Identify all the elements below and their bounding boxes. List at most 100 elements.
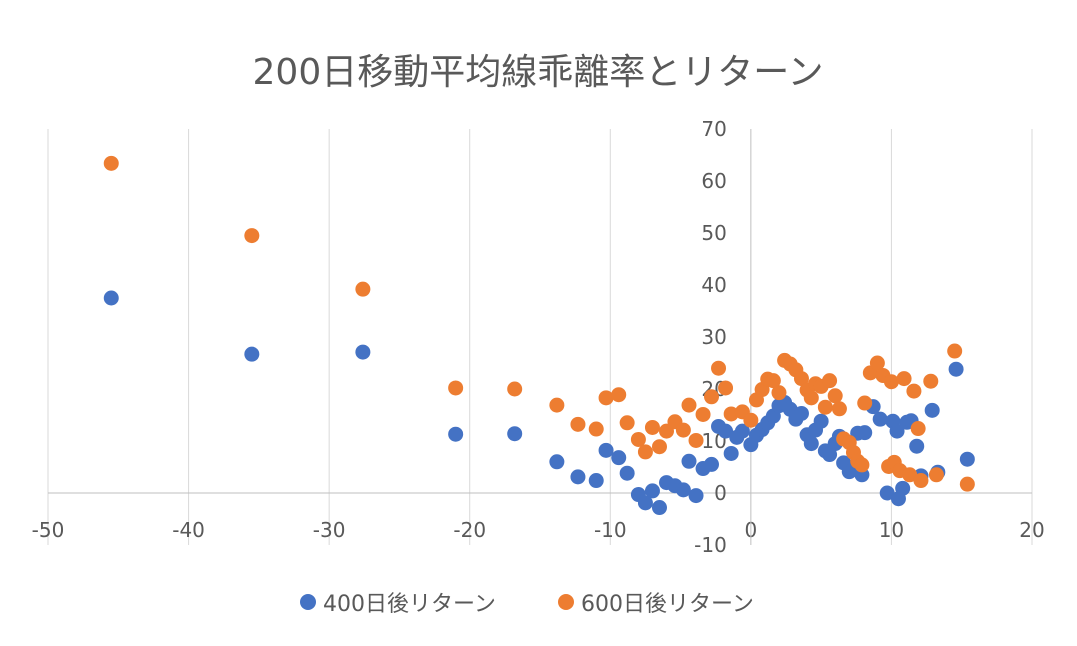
- series-1-point: [959, 451, 975, 467]
- series-1-point: [103, 290, 119, 306]
- series-2-point: [644, 419, 660, 435]
- series-2-point: [827, 388, 843, 404]
- legend-label: 400日後リターン: [323, 592, 496, 617]
- series-1-point: [889, 423, 905, 439]
- series-2-point: [883, 374, 899, 390]
- x-tick-label: 20: [1019, 518, 1044, 542]
- legend-marker: [558, 594, 574, 610]
- series-1-point: [588, 473, 604, 489]
- series-2-point: [103, 155, 119, 171]
- series-2-point: [588, 421, 604, 437]
- series-2-point: [869, 355, 885, 371]
- series-2-point: [743, 412, 759, 428]
- series-2-point: [244, 228, 260, 244]
- series-2-point: [637, 444, 653, 460]
- series-1-point: [570, 469, 586, 485]
- series-2-point: [906, 383, 922, 399]
- series-2-point: [959, 476, 975, 492]
- chart-title: 200日移動平均線乖離率とリターン: [253, 52, 824, 93]
- x-tick-label: -10: [594, 518, 627, 542]
- series-1-point: [355, 344, 371, 360]
- series-1-point: [948, 361, 964, 377]
- series-2-point: [619, 415, 635, 431]
- series-1-point: [651, 500, 667, 516]
- series-1-point: [644, 483, 660, 499]
- series-1-point: [681, 453, 697, 469]
- series-1-point: [803, 436, 819, 452]
- series-1-point: [448, 426, 464, 442]
- y-tick-label: 50: [701, 221, 726, 245]
- series-1-point: [924, 402, 940, 418]
- series-1-point: [688, 488, 704, 504]
- series-2-point: [695, 406, 711, 422]
- series-2-point: [923, 373, 939, 389]
- y-tick-label: 60: [701, 169, 726, 193]
- series-1-point: [879, 485, 895, 501]
- y-tick-label: 70: [701, 117, 726, 141]
- series-1-point: [909, 438, 925, 454]
- series-2-point: [947, 343, 963, 359]
- legend-marker: [300, 594, 316, 610]
- series-2-point: [928, 467, 944, 483]
- series-2-point: [598, 390, 614, 406]
- series-1-point: [507, 426, 523, 442]
- gridlines: [47, 129, 1033, 545]
- series-2-point: [793, 371, 809, 387]
- series-2-point: [611, 387, 627, 403]
- series-1-point: [549, 454, 565, 470]
- series-2-point: [570, 416, 586, 432]
- series-2-point: [651, 439, 667, 455]
- series-1-point: [703, 456, 719, 472]
- x-tick-label: -50: [32, 518, 65, 542]
- series-2-point: [857, 395, 873, 411]
- series-1-point: [723, 445, 739, 461]
- series-1-point: [611, 450, 627, 466]
- series-1-point: [813, 413, 829, 429]
- series-2-point: [771, 385, 787, 401]
- series-2-point: [896, 371, 912, 387]
- legend: 400日後リターン 600日後リターン: [300, 592, 754, 617]
- series-2-point: [765, 373, 781, 389]
- series-2-point: [854, 457, 870, 473]
- y-tick-label: 30: [701, 325, 726, 349]
- series-2-point: [448, 380, 464, 396]
- y-tick-label: 0: [714, 481, 727, 505]
- series-2-point: [703, 389, 719, 405]
- series-1-point: [637, 495, 653, 511]
- x-tick-label: -20: [453, 518, 486, 542]
- series-1-point: [857, 425, 873, 441]
- series-1-point: [675, 482, 691, 498]
- series-2-point: [803, 390, 819, 406]
- series-2-point: [675, 422, 691, 438]
- series-1-point: [619, 465, 635, 481]
- series-2-point: [822, 373, 838, 389]
- series-2-point: [831, 401, 847, 417]
- series-2-point: [688, 432, 704, 448]
- series-2-point: [711, 360, 727, 376]
- series-2-point: [817, 399, 833, 415]
- series-2-point: [681, 397, 697, 413]
- data-points: [103, 155, 975, 516]
- series-2-point: [723, 406, 739, 422]
- y-tick-label: -10: [694, 533, 727, 557]
- series-2-point: [718, 380, 734, 396]
- x-tick-label: 10: [879, 518, 904, 542]
- series-1-point: [598, 442, 614, 458]
- series-1-point: [895, 480, 911, 496]
- series-1-point: [872, 411, 888, 427]
- series-1-point: [734, 423, 750, 439]
- series-1-point: [244, 346, 260, 362]
- series-2-point: [549, 397, 565, 413]
- series-1-point: [718, 423, 734, 439]
- x-tick-label: -30: [313, 518, 346, 542]
- series-2-point: [507, 381, 523, 397]
- series-2-point: [902, 467, 918, 483]
- series-1-point: [793, 405, 809, 421]
- y-tick-label: 40: [701, 273, 726, 297]
- series-2-point: [910, 421, 926, 437]
- series-2-point: [355, 281, 371, 297]
- series-2-point: [913, 473, 929, 489]
- x-tick-label: -40: [172, 518, 205, 542]
